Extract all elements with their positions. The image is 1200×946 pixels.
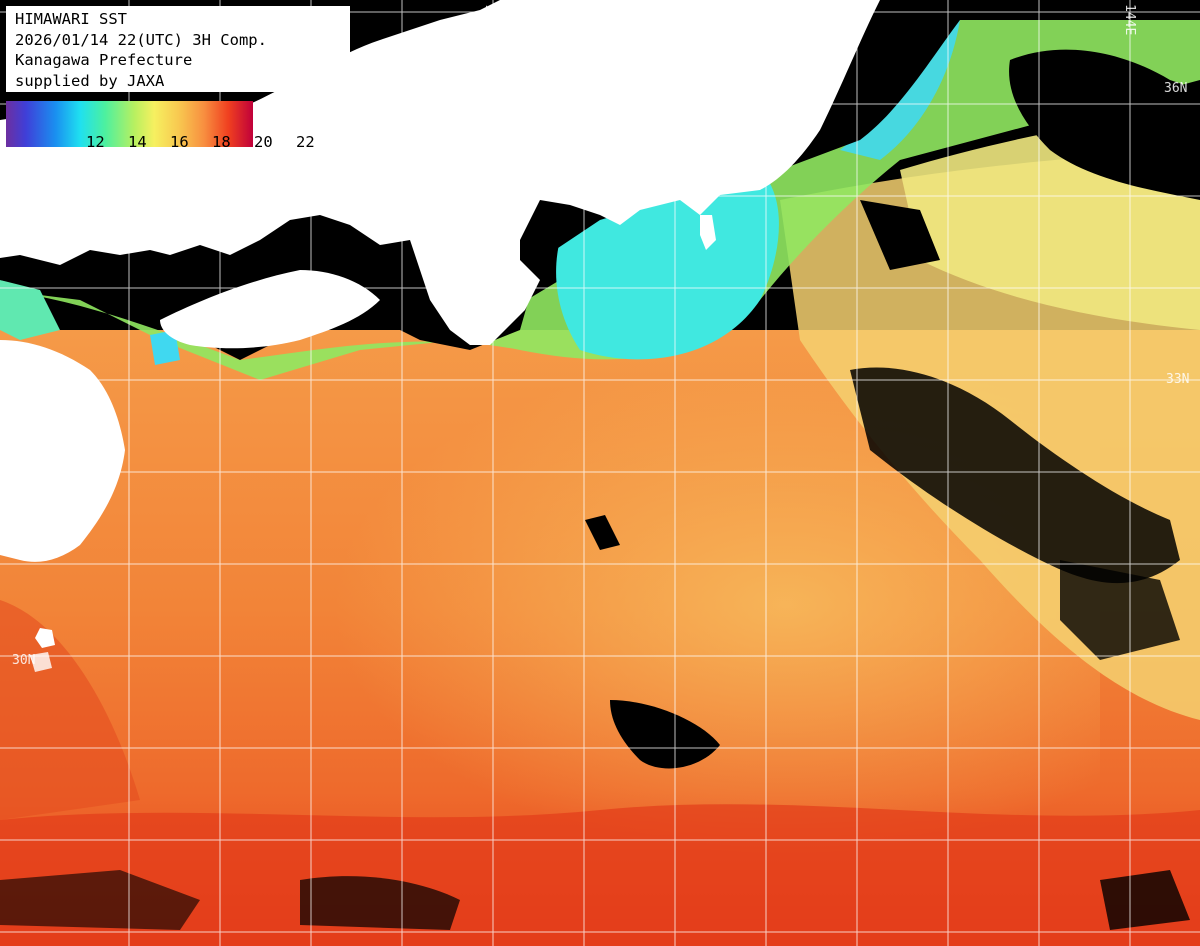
land-izu xyxy=(700,215,716,250)
cloud-south-spots xyxy=(300,876,460,930)
product-title: HIMAWARI SST xyxy=(15,10,127,28)
lat-label-36n: 36N xyxy=(1164,81,1188,96)
land-kyushu xyxy=(0,340,125,562)
cloud-patch-small xyxy=(585,515,620,550)
color-legend: 12 14 16 18 20 22 xyxy=(6,101,315,151)
cyan-west xyxy=(0,280,60,340)
lat-label-33n-left: 33N xyxy=(12,372,36,387)
cloud-patch-center xyxy=(610,700,720,769)
cloud-northeast xyxy=(1009,49,1200,200)
lat-label-33n-right: 33N xyxy=(1166,372,1190,387)
legend-label: 12 xyxy=(86,133,105,151)
product-datetime: 2026/01/14 22(UTC) 3H Comp. xyxy=(15,30,267,49)
legend-label: 22 xyxy=(296,133,315,151)
lat-label-30n: 30N xyxy=(12,653,36,668)
legend-label: 20 xyxy=(254,133,273,151)
cloud-east-band-2 xyxy=(860,200,940,270)
legend-label: 16 xyxy=(170,133,189,151)
land-honshu xyxy=(0,0,880,345)
cloud-se-spot xyxy=(1100,870,1190,930)
legend-label: 14 xyxy=(128,133,147,151)
land-shikoku xyxy=(160,270,380,349)
cyan-spot xyxy=(150,330,180,365)
product-credit: supplied by JAXA xyxy=(15,71,165,90)
lon-label-136e: 136E xyxy=(482,4,497,36)
legend-label: 18 xyxy=(212,133,231,151)
cloud-east-band xyxy=(850,367,1180,584)
product-region: Kanagawa Prefecture xyxy=(15,51,193,69)
cloud-south-spots-2 xyxy=(0,870,200,930)
lon-label-144e: 144E xyxy=(1122,4,1137,36)
info-box: HIMAWARI SST 2026/01/14 22(UTC) 3H Comp.… xyxy=(6,6,350,92)
cloud-east-band-3 xyxy=(1060,560,1180,660)
land-island-tanegashima xyxy=(35,628,55,648)
land-island-yakushima xyxy=(30,652,52,672)
legend-labels: 12 14 16 18 20 22 xyxy=(30,115,324,169)
